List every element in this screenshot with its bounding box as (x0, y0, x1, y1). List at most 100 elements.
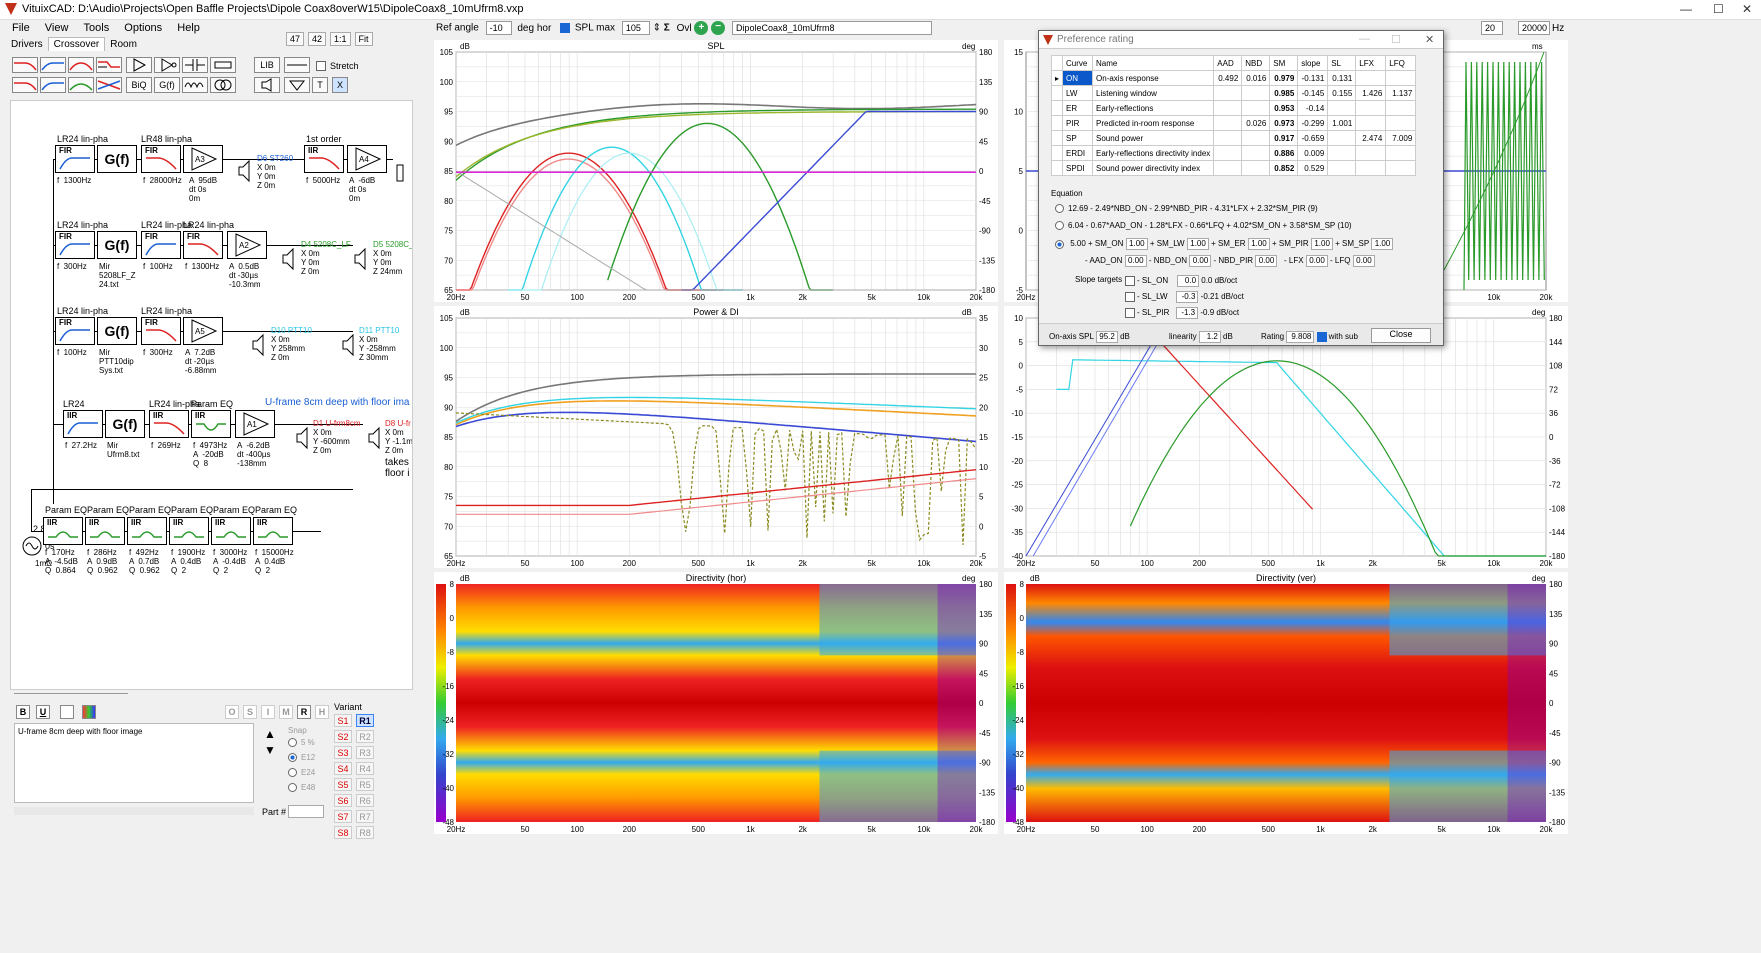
eq3-sm-pir-input[interactable]: 1.00 (1310, 238, 1333, 250)
table-row[interactable]: ▸ ON On-axis response 0.492 0.016 0.979 -0.131… (1050, 70, 1417, 86)
tab-crossover[interactable]: Crossover (47, 37, 106, 51)
minimize-button[interactable]: — (1680, 2, 1692, 16)
peq-block[interactable]: IIR (253, 517, 293, 545)
add-overlay-icon[interactable]: + (694, 21, 709, 35)
eq3-sm-on-input[interactable]: 1.00 (1125, 238, 1148, 250)
variant-r-button[interactable]: R8 (356, 826, 374, 839)
biquad-button[interactable]: BiQ (126, 77, 152, 93)
maximize-button[interactable]: ☐ (1713, 2, 1724, 16)
spl-graph[interactable]: SPL dB deg 105 100 95 90 85 80 75 70 65 180 135 90 45 0 -… (434, 40, 998, 302)
variant-s-button[interactable]: S6 (334, 794, 352, 807)
highpass2-tool[interactable] (40, 77, 66, 93)
sigma-icon[interactable]: Σ (663, 22, 670, 34)
stretch-checkbox[interactable] (316, 61, 326, 71)
sl-on-row[interactable]: - SL_ON 0.0 0.0 dB/oct (1125, 275, 1237, 287)
row2-fir-block[interactable]: FIR (55, 231, 95, 259)
table-row[interactable]: SPDI Sound power directivity index 0.852 0.… (1050, 160, 1417, 176)
eq4-nbd-pir-input[interactable]: 0.00 (1255, 255, 1278, 267)
eq4-lfq-input[interactable]: 0.00 (1352, 255, 1375, 267)
spl-max-checkbox[interactable] (560, 23, 571, 33)
row2-gf-block[interactable]: G(f) (97, 231, 137, 259)
library-button[interactable]: LIB (254, 57, 280, 73)
variant-r-button[interactable]: R6 (356, 794, 374, 807)
directivity-hor-graph[interactable]: Directivity (hor) dB deg 8 0 -8 -16 -24 -32 -40 -4… (434, 572, 998, 834)
lowpass-red-tool[interactable] (12, 57, 38, 73)
row1-fir-block[interactable]: FIR (55, 145, 95, 173)
equation-1-option[interactable]: 12.69 - 2.49*NBD_ON - 2.99*NBD_PIR - 4.3… (1055, 204, 1318, 214)
row2-fir2-block[interactable]: FIR (141, 231, 181, 259)
speaker-tool[interactable] (254, 77, 280, 93)
row1-gf-block[interactable]: G(f) (97, 145, 137, 173)
row2-amp-block[interactable]: A2 (227, 231, 267, 259)
color-picker-icon[interactable] (82, 705, 96, 719)
inductor-tool[interactable] (182, 77, 208, 93)
gf-button[interactable]: G(f) (154, 77, 180, 93)
table-row[interactable]: SP Sound power 0.917 -0.659 2.474 7.009 (1050, 130, 1417, 146)
eq3-sm-sp-input[interactable]: 1.00 (1371, 238, 1394, 250)
o-button[interactable]: O (225, 705, 239, 719)
transformer-tool[interactable] (210, 77, 236, 93)
ground-tool[interactable] (284, 77, 310, 93)
row4-amp-block[interactable]: A1 (235, 410, 275, 438)
peq-block[interactable]: IIR (85, 517, 125, 545)
row2-fir3-block[interactable]: FIR (183, 231, 223, 259)
bold-button[interactable]: B (16, 705, 30, 719)
shelf-tool[interactable] (96, 57, 122, 73)
zoom-42-button[interactable]: 42 (308, 32, 327, 46)
freq-low-input[interactable]: 20 (1481, 21, 1503, 35)
r-button[interactable]: R (297, 705, 311, 719)
notes-textbox[interactable]: U-frame 8cm deep with floor image (14, 723, 254, 803)
variant-s-button[interactable]: S5 (334, 778, 352, 791)
row1-amp2-block[interactable]: A4 (347, 145, 387, 173)
row3-fir-block[interactable]: FIR (55, 317, 95, 345)
zoom-1-1-button[interactable]: 1:1 (330, 32, 351, 46)
schematic-canvas[interactable]: LR24 lin-pha LR48 lin-pha 1st order FIR … (10, 100, 413, 690)
row4-iir2-block[interactable]: IIR (149, 410, 189, 438)
dialog-minimize-button[interactable]: — (1359, 33, 1370, 45)
peq-block[interactable]: IIR (43, 517, 83, 545)
freq-high-input[interactable]: 20000 (1518, 21, 1550, 35)
equation-2-option[interactable]: 6.04 - 0.67*AAD_ON - 1.28*LFX - 0.66*LFQ… (1055, 221, 1352, 231)
menu-options[interactable]: Options (124, 22, 163, 34)
variant-s-button[interactable]: S2 (334, 730, 352, 743)
variant-r-button[interactable]: R7 (356, 810, 374, 823)
menu-help[interactable]: Help (177, 22, 200, 34)
snap-e12[interactable]: E12 (288, 753, 315, 763)
eq3-sm-lw-input[interactable]: 1.00 (1186, 238, 1209, 250)
row3-fir2-block[interactable]: FIR (141, 317, 181, 345)
variant-r-button[interactable]: R5 (356, 778, 374, 791)
resistor-tool[interactable] (210, 57, 236, 73)
wire-tool[interactable] (284, 57, 310, 73)
variant-r-button[interactable]: R4 (356, 762, 374, 775)
peq-block[interactable]: IIR (211, 517, 251, 545)
sl-on-input[interactable]: 0.0 (1177, 275, 1200, 287)
row4-iir-block[interactable]: IIR (63, 410, 103, 438)
variant-s-button[interactable]: S1 (334, 714, 352, 727)
variant-s-button[interactable]: S8 (334, 826, 352, 839)
inverter-tool[interactable] (154, 57, 180, 73)
variant-r-button[interactable]: R1 (356, 714, 374, 727)
eq4-nbd-on-input[interactable]: 0.00 (1189, 255, 1212, 267)
close-button[interactable]: ✕ (1742, 2, 1753, 16)
sl-pir-input[interactable]: -1.3 (1176, 307, 1199, 319)
notes-hscroll[interactable] (14, 807, 254, 815)
menu-view[interactable]: View (44, 22, 69, 34)
up-arrow-icon[interactable]: ▲ (264, 727, 276, 741)
spin-icon[interactable]: ⇕ (652, 22, 662, 34)
sl-lw-row[interactable]: - SL_LW -0.3 -0.21 dB/oct (1125, 291, 1244, 303)
variant-s-button[interactable]: S3 (334, 746, 352, 759)
eq4-lfx-input[interactable]: 0.00 (1305, 255, 1328, 267)
m-button[interactable]: M (279, 705, 293, 719)
close-dialog-button[interactable]: Close (1371, 328, 1431, 343)
row1-fir2-block[interactable]: FIR (141, 145, 181, 173)
row3-gf-block[interactable]: G(f) (97, 317, 137, 345)
dialog-close-icon[interactable]: ✕ (1425, 34, 1435, 46)
peq-block[interactable]: IIR (169, 517, 209, 545)
delete-tool[interactable]: X (332, 77, 348, 93)
amplifier-tool[interactable] (126, 57, 152, 73)
eq4-aad-on-input[interactable]: 0.00 (1124, 255, 1147, 267)
equation-3-option[interactable]: 5.00 + SM_ON 1.00 + SM_LW 1.00 + SM_ER 1… (1055, 238, 1394, 250)
ref-angle-input[interactable]: -10 (485, 21, 512, 35)
variant-s-button[interactable]: S7 (334, 810, 352, 823)
zoom-47-button[interactable]: 47 (286, 32, 305, 46)
